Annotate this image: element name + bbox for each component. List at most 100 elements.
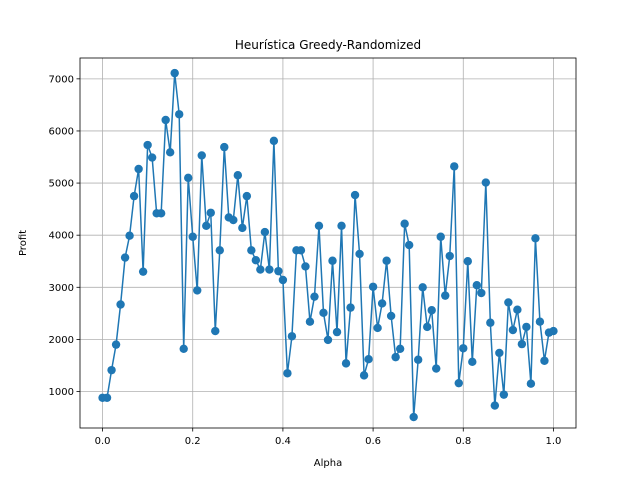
data-point xyxy=(386,311,396,321)
data-point xyxy=(323,335,333,345)
data-point xyxy=(328,256,337,265)
data-point xyxy=(184,173,193,183)
data-point xyxy=(138,267,148,276)
data-point xyxy=(102,393,112,402)
data-point xyxy=(377,299,387,308)
data-point xyxy=(337,221,346,230)
data-point xyxy=(540,356,549,365)
x-tick-label: 0.4 xyxy=(275,436,291,447)
data-point xyxy=(409,412,418,422)
data-point xyxy=(314,221,324,230)
y-axis-label: Profit xyxy=(18,230,29,256)
data-point xyxy=(513,305,522,314)
data-point xyxy=(350,190,360,200)
data-point xyxy=(211,326,220,336)
data-point xyxy=(242,191,252,201)
data-point xyxy=(535,317,545,326)
data-point xyxy=(319,308,328,318)
data-point xyxy=(161,115,170,125)
data-point xyxy=(373,323,382,333)
y-tick-label: 7000 xyxy=(49,74,74,85)
data-point xyxy=(400,219,409,228)
data-point xyxy=(486,318,495,327)
y-tick-label: 3000 xyxy=(49,283,74,294)
data-point xyxy=(472,281,481,290)
data-point xyxy=(256,265,265,274)
x-tick-label: 0.0 xyxy=(95,436,111,447)
data-point xyxy=(364,355,373,364)
data-point xyxy=(215,246,224,255)
y-tick-label: 2000 xyxy=(49,335,74,346)
data-point xyxy=(260,227,270,237)
data-point xyxy=(481,178,491,187)
data-point xyxy=(202,221,211,230)
data-point xyxy=(382,256,391,265)
data-point xyxy=(107,365,116,375)
series-layer xyxy=(98,68,558,422)
data-point xyxy=(395,344,405,353)
data-point xyxy=(147,153,157,162)
data-point xyxy=(477,288,486,298)
data-point xyxy=(368,282,378,291)
y-tick-label: 1000 xyxy=(49,387,74,398)
x-tick-label: 0.6 xyxy=(365,436,381,447)
data-point xyxy=(423,322,432,332)
data-point xyxy=(310,292,319,301)
data-point xyxy=(301,262,310,271)
data-point xyxy=(427,306,436,315)
data-point xyxy=(355,249,364,259)
y-tick-label: 4000 xyxy=(49,231,74,242)
data-point xyxy=(238,223,247,233)
data-point xyxy=(522,322,531,332)
y-tick-label: 5000 xyxy=(49,179,74,190)
data-point xyxy=(143,140,152,150)
data-point xyxy=(116,300,125,309)
data-point xyxy=(531,234,540,243)
data-point xyxy=(305,317,315,326)
data-point xyxy=(170,68,179,78)
data-point xyxy=(251,256,261,265)
data-point xyxy=(220,142,229,152)
data-point xyxy=(197,151,206,160)
data-point xyxy=(332,327,342,337)
data-point xyxy=(526,379,536,388)
data-point xyxy=(459,344,468,353)
data-point xyxy=(436,232,445,241)
data-point xyxy=(296,246,306,255)
y-axis: 1000 2000 3000 4000 5000 6000 7000 xyxy=(49,74,80,398)
data-point xyxy=(404,240,414,250)
data-point xyxy=(179,344,188,353)
data-point xyxy=(490,401,500,410)
data-point xyxy=(508,325,518,335)
data-point xyxy=(549,326,558,336)
y-tick-label: 6000 xyxy=(49,126,74,137)
data-point xyxy=(229,215,238,225)
data-point xyxy=(450,162,459,171)
plot-frame xyxy=(79,57,577,429)
data-point xyxy=(445,251,454,261)
data-point xyxy=(233,171,243,180)
data-point xyxy=(413,355,423,364)
data-point xyxy=(125,231,134,240)
data-point xyxy=(175,110,184,119)
data-point xyxy=(463,257,472,266)
data-point xyxy=(206,208,215,217)
data-point xyxy=(495,348,504,358)
data-point xyxy=(247,246,256,255)
data-point xyxy=(468,357,477,367)
data-point xyxy=(193,286,202,295)
data-point xyxy=(418,283,427,292)
data-point xyxy=(287,332,297,341)
x-axis: 0.0 0.2 0.4 0.6 0.8 1.0 xyxy=(95,428,561,447)
data-point xyxy=(134,164,143,174)
data-point xyxy=(517,339,527,349)
data-point xyxy=(504,298,513,307)
data-point xyxy=(499,390,509,399)
data-point xyxy=(188,232,197,241)
data-point xyxy=(165,148,175,157)
data-point xyxy=(391,352,400,362)
data-point xyxy=(441,291,450,300)
data-point xyxy=(156,209,166,218)
data-point xyxy=(120,253,130,262)
data-point xyxy=(454,378,463,388)
